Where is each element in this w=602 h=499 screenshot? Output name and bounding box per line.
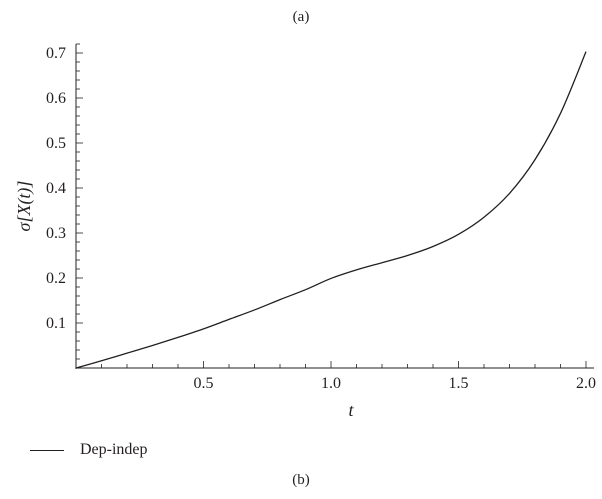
y-tick-label: 0.6 [46,90,66,107]
legend-swatch-dep-indep [30,449,64,451]
panel-label-a: (a) [292,9,310,25]
series-line-dep-indep [75,51,587,369]
chart-legend: Dep-indep [30,440,148,460]
x-tick-label: 1.0 [321,375,341,392]
y-tick-label: 0.5 [46,135,66,152]
y-tick-label: 0.2 [46,270,66,287]
legend-label-dep-indep: Dep-indep [80,441,148,458]
x-axis-title: t [348,400,354,420]
panel-label-b: (b) [292,472,310,488]
x-tick-label: 2.0 [576,375,596,392]
y-tick-label: 0.1 [46,315,66,332]
chart-tick-labels: 0.5 1.0 1.5 2.0 0.1 0.2 0.3 0.4 0.5 0.6 0.7 [46,45,596,392]
y-tick-label: 0.7 [46,45,66,62]
y-axis-title: σ[X(t)] [14,181,35,232]
x-tick-label: 1.5 [449,375,469,392]
chart-ticks [76,43,587,368]
y-tick-label: 0.3 [46,225,66,242]
x-tick-label: 0.5 [194,375,214,392]
y-tick-label: 0.4 [46,180,66,197]
chart-axes [75,44,594,369]
